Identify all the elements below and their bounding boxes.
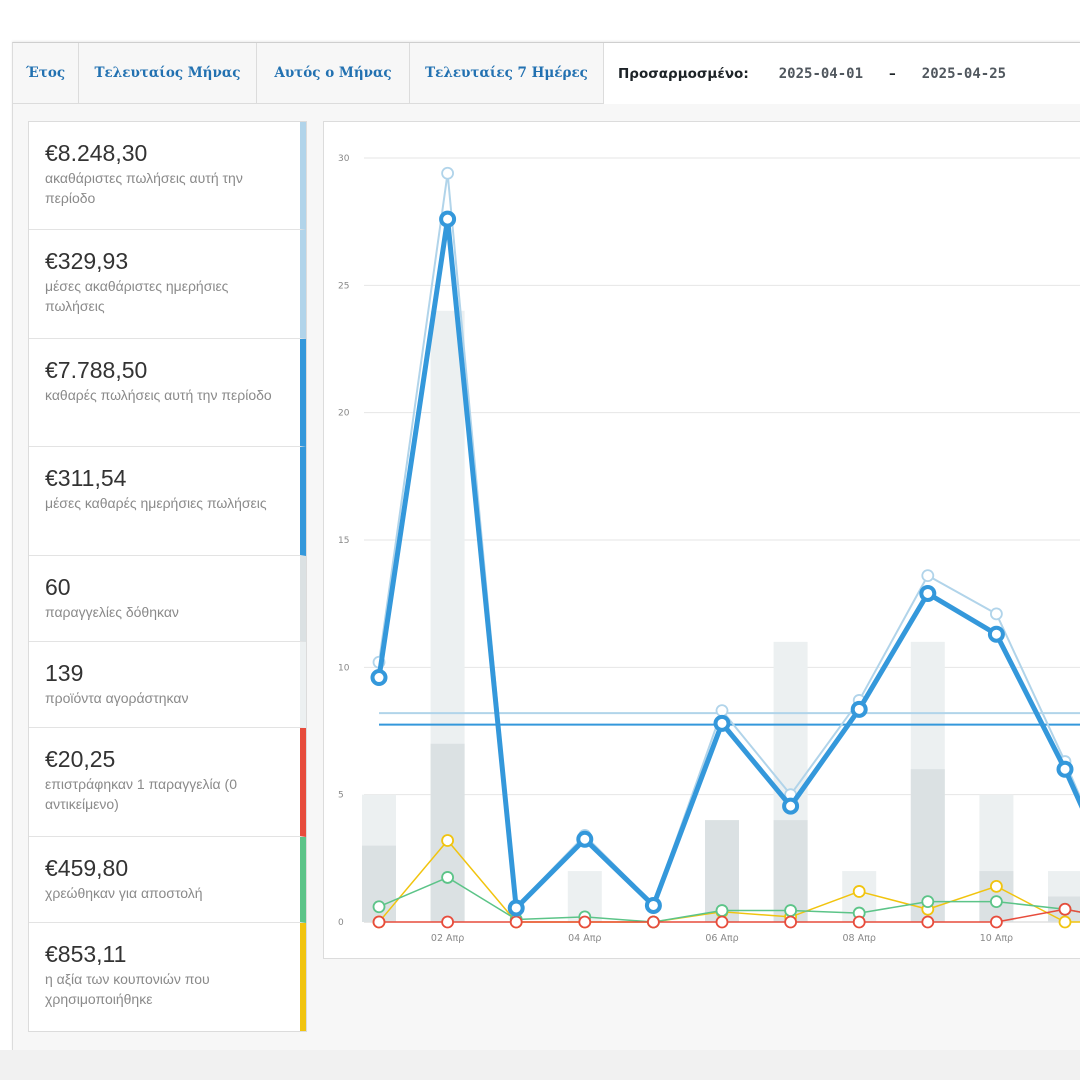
date-separator: – (889, 65, 896, 82)
data-point (715, 915, 729, 929)
legend-description: χρεώθηκαν για αποστολή (45, 885, 203, 901)
data-point (646, 915, 660, 929)
data-point (507, 899, 525, 917)
data-point (1058, 915, 1072, 929)
data-point (1056, 760, 1074, 778)
y-tick-label: 5 (338, 791, 344, 801)
legend-item[interactable]: €7.788,50 καθαρές πωλήσεις αυτή την περίο… (29, 339, 306, 447)
legend-description: καθαρές πωλήσεις αυτή την περίοδο (45, 387, 272, 403)
y-tick-label: 25 (338, 281, 349, 291)
y-tick-label: 30 (338, 154, 350, 164)
legend-item[interactable]: 60 παραγγελίες δόθηκαν (29, 556, 306, 642)
legend-item[interactable]: €8.248,30 ακαθάριστες πωλήσεις αυτή την π… (29, 122, 306, 230)
legend-item[interactable]: 139 προϊόντα αγοράστηκαν (29, 642, 306, 728)
data-point (921, 569, 935, 583)
legend-value: €7.788,50 (45, 357, 148, 383)
x-tick-label: 06 Απρ (705, 933, 738, 944)
sales-chart-svg: 0 5 10 15 20 25 30 02 Απρ 04 Απρ 06 Απρ 08 Απρ 10 Α… (338, 154, 1080, 944)
custom-range-label: Προσαρμοσμένο: (618, 65, 749, 82)
data-point (852, 885, 866, 898)
x-tick-label: 08 Απρ (843, 933, 876, 944)
data-point (441, 834, 454, 847)
data-point (987, 625, 1005, 643)
legend-item[interactable]: €853,11 η αξία των κουπονιών που χρησιμοπ… (29, 923, 306, 1031)
range-tabs: Έτος Τελευταίος Μήνας Αυτός ο Μήνας Τελευτα… (13, 43, 1080, 104)
data-point (644, 896, 662, 914)
footer-strip (0, 1050, 1080, 1080)
data-point (439, 210, 457, 228)
series-line (379, 908, 1080, 923)
legend-description: ακαθάριστες πωλήσεις αυτή την περίοδο (45, 170, 243, 206)
legend-value: €459,80 (45, 855, 129, 881)
legend-value: 139 (45, 660, 84, 686)
series-line (378, 876, 1080, 923)
legend-value: €8.248,30 (45, 140, 148, 166)
chart-legend: €8.248,30 ακαθάριστες πωλήσεις αυτή την π… (28, 121, 307, 1032)
report-panel: Έτος Τελευταίος Μήνας Αυτός ο Μήνας Τελευτα… (12, 42, 1080, 1051)
x-tick-label: 10 Απρ (980, 933, 1013, 944)
data-point (784, 904, 798, 917)
data-point (372, 915, 386, 929)
legend-description: μέσες ακαθάριστες ημερήσιες πωλήσεις (45, 278, 229, 314)
tab-2[interactable]: Αυτός ο Μήνας (257, 43, 410, 104)
legend-value: €311,54 (45, 465, 127, 491)
legend-description: μέσες καθαρές ημερήσιες πωλήσεις (45, 495, 267, 511)
data-point (713, 714, 731, 732)
x-tick-label: 04 Απρ (568, 933, 601, 944)
y-tick-label: 10 (338, 663, 350, 673)
data-point (509, 915, 523, 929)
legend-value: 60 (45, 574, 71, 600)
data-point (990, 915, 1003, 929)
data-point (919, 584, 937, 602)
legend-description: επιστράφηκαν 1 παραγγελία (0 αντικείμενο… (45, 776, 237, 812)
series-line (376, 216, 1080, 911)
data-point (921, 895, 935, 909)
legend-value: €853,11 (45, 941, 127, 967)
data-point (715, 704, 729, 718)
data-point (852, 915, 866, 929)
date-to-input[interactable]: 2025-04-25 (921, 65, 1007, 82)
legend-value: €20,25 (45, 746, 116, 772)
data-point (921, 915, 935, 929)
data-point (990, 607, 1003, 621)
y-tick-label: 0 (338, 918, 344, 928)
legend-description: η αξία των κουπονιών που χρησιμοποιήθηκε (45, 971, 210, 1007)
data-point (372, 900, 386, 914)
data-point (1058, 902, 1072, 916)
data-point (990, 879, 1003, 893)
sales-chart: 0 5 10 15 20 25 30 02 Απρ 04 Απρ 06 Απρ 08 Απρ 10 Α… (323, 121, 1080, 959)
legend-item[interactable]: €459,80 χρεώθηκαν για αποστολή (29, 837, 306, 923)
data-point (850, 700, 868, 718)
legend-description: παραγγελίες δόθηκαν (45, 604, 179, 620)
data-point (782, 797, 800, 815)
series-line (378, 839, 1080, 923)
orders-bar (430, 743, 465, 922)
tab-0[interactable]: Έτος (13, 43, 79, 104)
data-point (576, 830, 594, 848)
data-point (784, 915, 798, 929)
tab-1[interactable]: Τελευταίος Μήνας (79, 43, 257, 104)
y-tick-label: 20 (338, 409, 350, 419)
data-point (441, 871, 454, 884)
data-point (441, 166, 454, 180)
legend-description: προϊόντα αγοράστηκαν (45, 690, 189, 706)
custom-range: Προσαρμοσμένο: 2025-04-01 – 2025-04-25 (604, 43, 1080, 104)
legend-item[interactable]: €20,25 επιστράφηκαν 1 παραγγελία (0 αντικ… (29, 728, 306, 837)
date-from-input[interactable]: 2025-04-01 (778, 65, 864, 82)
tab-3[interactable]: Τελευταίες 7 Ημέρες (410, 43, 604, 104)
data-point (990, 895, 1003, 909)
data-point (578, 915, 592, 929)
y-tick-label: 15 (338, 536, 349, 546)
x-tick-label: 02 Απρ (431, 933, 464, 944)
data-point (370, 669, 388, 687)
data-point (441, 915, 454, 929)
legend-item[interactable]: €329,93 μέσες ακαθάριστες ημερήσιες πωλήσ… (29, 230, 306, 339)
legend-value: €329,93 (45, 248, 129, 274)
data-point (715, 904, 729, 917)
legend-item[interactable]: €311,54 μέσες καθαρές ημερήσιες πωλήσεις (29, 447, 306, 556)
